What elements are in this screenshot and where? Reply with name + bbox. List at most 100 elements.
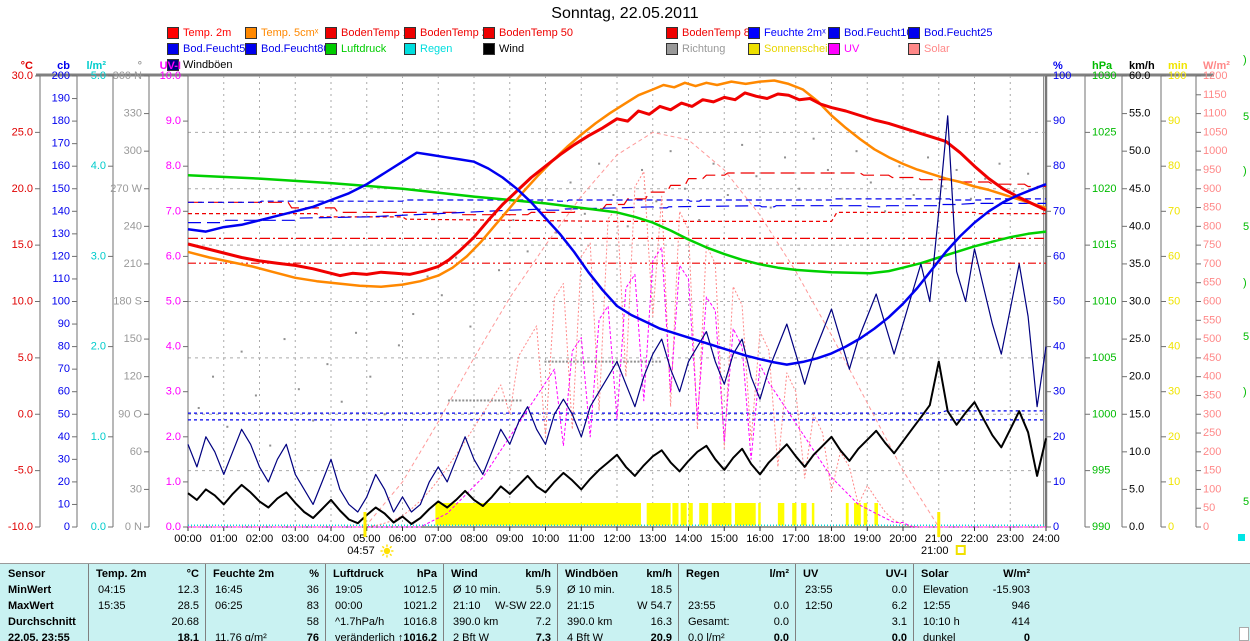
legend-label: Temp. 2m: [183, 27, 232, 39]
tick-label: 0 N: [125, 521, 142, 533]
tick-label: 750: [1203, 239, 1221, 251]
cell-value: 58: [306, 616, 319, 628]
page-title: Sonntag, 22.05.2011: [551, 5, 699, 22]
legend-item-luftdruck: Luftdruck: [325, 43, 386, 55]
series-bodentemp-25: [188, 211, 1046, 222]
tick-label: 25.0: [1129, 333, 1150, 345]
series-uv: [188, 246, 1046, 528]
svg-text:10:00: 10:00: [532, 533, 560, 545]
cell-value: 12.3: [177, 584, 199, 596]
legend-label: Bod.Feucht25: [924, 27, 993, 39]
svg-text:UV-I: UV-I: [160, 60, 181, 72]
tick-label: 6.0: [166, 250, 181, 262]
cell-info: dunkel: [923, 632, 956, 641]
svg-text:21:00: 21:00: [925, 533, 953, 545]
svg-text:21:00: 21:00: [921, 545, 949, 557]
cell-info: 12:50: [805, 600, 833, 612]
weather-chart[interactable]: 30.025.020.015.010.05.00.0-5.0-10.0°C200…: [0, 0, 1250, 560]
series-solar-envelope: [364, 131, 940, 528]
resize-grip[interactable]: [1239, 627, 1249, 641]
tick-label: 120: [124, 371, 142, 383]
cell-value: W 54.7: [637, 600, 672, 612]
col-unit: l/m²: [769, 568, 789, 580]
tick-label: 3.0: [166, 386, 181, 398]
tick-label: 0.0: [18, 408, 33, 420]
legend-swatch: [748, 27, 760, 39]
cell-info: 11.76 g/m²: [215, 632, 267, 641]
cell-info: 21:10: [453, 600, 481, 612]
tick-label: 80: [1168, 160, 1180, 172]
tick-label: 70: [1053, 205, 1065, 217]
col-unit: UV-I: [885, 568, 907, 580]
sensor-stats-table: Sensor MinWert MaxWert Durchschnitt 22.05. 2…: [0, 563, 1250, 641]
svg-text:hPa: hPa: [1092, 60, 1113, 72]
cell-info: 390.0 km: [567, 616, 613, 628]
y-axis-C: [35, 75, 41, 528]
tick-label: 70: [1168, 205, 1180, 217]
tick-label: 5.0: [1129, 483, 1144, 495]
cell-value: 0.0: [773, 616, 789, 628]
cell-value: 0: [1023, 632, 1030, 641]
tick-label: 1100: [1203, 108, 1227, 120]
tick-label: 180: [52, 115, 70, 127]
tick-label: 50: [1203, 502, 1215, 514]
svg-text:06:00: 06:00: [389, 533, 417, 545]
tick-label: 60: [1053, 250, 1065, 262]
col-unit: W/m²: [1003, 568, 1030, 580]
legend-item-bodentemp-10: BodenTemp 10: [325, 27, 415, 39]
svg-text:l/m²: l/m²: [86, 60, 106, 72]
legend-label: BodenTemp 10: [341, 27, 415, 39]
tick-label: 650: [1203, 277, 1221, 289]
cell-info: 23:55: [688, 600, 716, 612]
tick-label: 170: [52, 138, 70, 150]
tick-label: 30.0: [12, 70, 33, 82]
row-label: Durchschnitt: [8, 616, 76, 628]
tick-label: 90: [58, 318, 70, 330]
table-separator: [795, 564, 796, 641]
svg-text:): ): [1243, 386, 1247, 398]
tick-label: 210: [124, 258, 142, 270]
tick-label: 90 O: [118, 408, 142, 420]
series-temp-2m: [187, 91, 1047, 278]
svg-text:°: °: [138, 60, 142, 72]
cell-value: 1012.5: [403, 584, 437, 596]
cell-info: 04:15: [98, 584, 126, 596]
tick-label: 30: [58, 453, 70, 465]
svg-text:11:00: 11:00: [568, 533, 595, 545]
svg-text:04:57: 04:57: [347, 545, 375, 557]
tick-label: 100: [1203, 483, 1221, 495]
svg-text:08:00: 08:00: [460, 533, 488, 545]
legend-swatch: [245, 43, 257, 55]
cell-value: 18.5: [650, 584, 672, 596]
series-luftdruck: [187, 173, 1047, 275]
cell-value: 414: [1011, 616, 1030, 628]
tick-label: 450: [1203, 352, 1221, 364]
col-header: Feuchte 2m: [213, 568, 275, 580]
tick-label: 100: [1168, 70, 1186, 82]
tick-label: 1025: [1092, 126, 1116, 138]
legend-label: Temp. 5cmˣ: [261, 27, 319, 39]
row-label: MinWert: [8, 584, 52, 596]
y-axis-hPa: [1084, 75, 1090, 528]
cell-info: Elevation: [923, 584, 969, 596]
series-solar: [188, 171, 1046, 528]
cell-info: Gesamt:: [688, 616, 730, 628]
cell-value: 28.5: [177, 600, 199, 612]
tick-label: 10.0: [160, 70, 181, 82]
tick-label: 140: [52, 205, 70, 217]
tick-label: 0: [64, 521, 70, 533]
col-header: Windböen: [565, 568, 619, 580]
cell-info: 0.0 l/m²: [688, 632, 725, 641]
col-header: Temp. 2m: [96, 568, 147, 580]
tick-label: 0.0: [91, 521, 106, 533]
legend-swatch: [666, 43, 678, 55]
tick-label: 9.0: [166, 115, 181, 127]
tick-label: 10.0: [12, 296, 33, 308]
table-separator: [913, 564, 914, 641]
tick-label: 10: [58, 498, 70, 510]
tick-label: 55.0: [1129, 108, 1150, 120]
tick-label: 250: [1203, 427, 1221, 439]
tick-label: 60: [58, 386, 70, 398]
cell-value: 83: [306, 600, 319, 612]
